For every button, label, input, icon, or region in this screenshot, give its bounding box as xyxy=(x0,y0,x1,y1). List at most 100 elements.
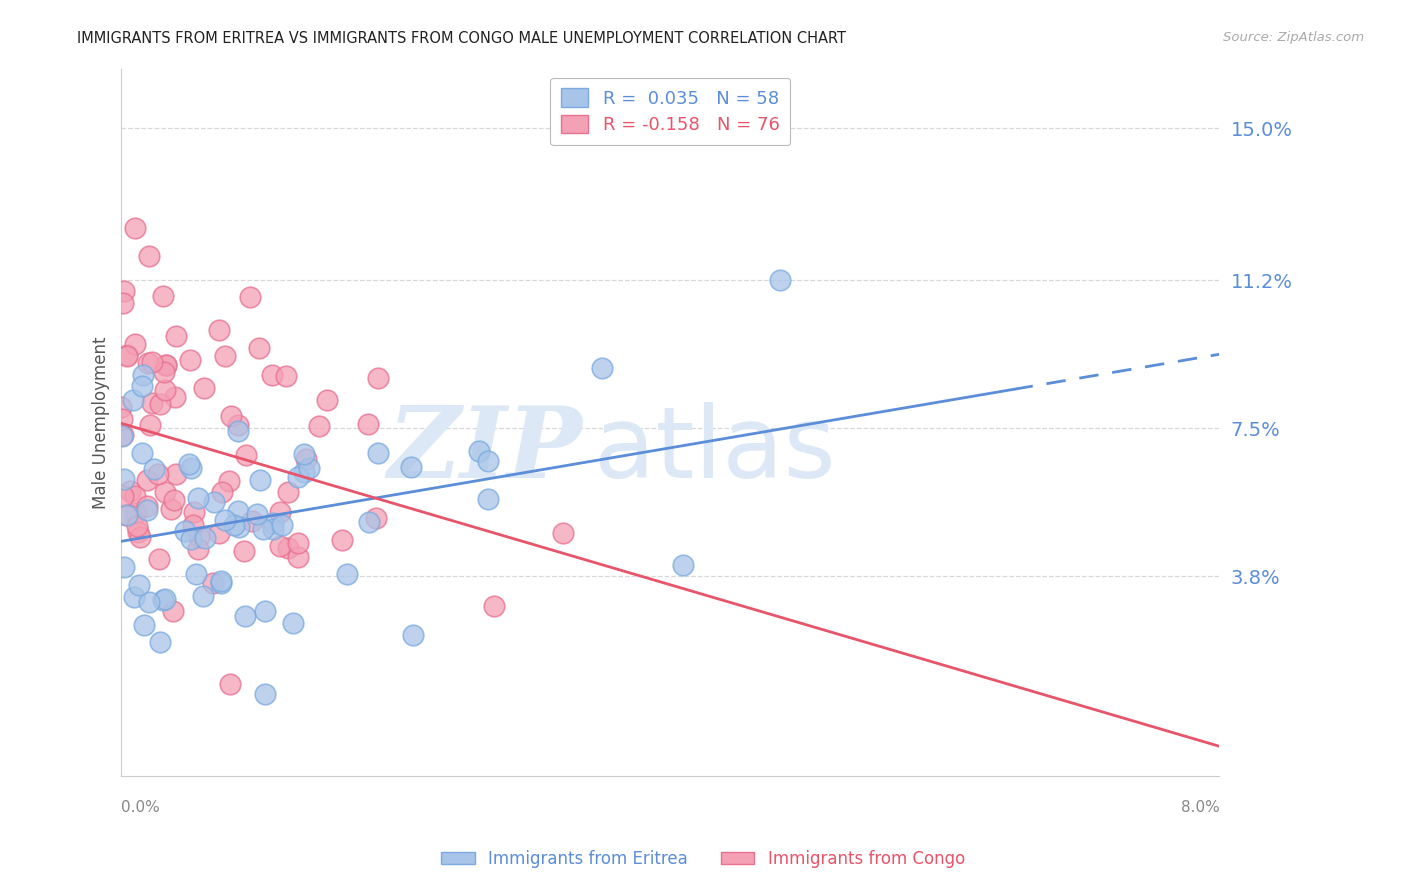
Point xyxy=(260,368,283,382)
Point xyxy=(292,447,315,461)
Point xyxy=(247,342,270,356)
Point xyxy=(131,446,153,460)
Point xyxy=(298,461,321,475)
Point xyxy=(228,418,250,433)
Point xyxy=(194,531,217,545)
Point xyxy=(484,599,506,613)
Point xyxy=(277,541,299,556)
Point xyxy=(112,472,135,486)
Point xyxy=(110,401,132,415)
Point xyxy=(127,524,149,539)
Point xyxy=(162,604,184,618)
Point xyxy=(111,295,134,310)
Point xyxy=(187,542,209,557)
Point xyxy=(115,348,138,362)
Point xyxy=(214,350,236,364)
Point xyxy=(180,532,202,546)
Point xyxy=(292,466,315,480)
Point xyxy=(357,417,380,432)
Point xyxy=(152,365,174,379)
Point xyxy=(125,506,148,520)
Point xyxy=(152,289,174,303)
Point xyxy=(138,595,160,609)
Point xyxy=(367,446,389,460)
Point xyxy=(239,290,262,304)
Point xyxy=(276,369,298,384)
Point xyxy=(252,522,274,536)
Point xyxy=(366,510,388,524)
Point xyxy=(246,508,269,522)
Point xyxy=(262,522,284,536)
Point xyxy=(287,549,309,564)
Point xyxy=(218,677,240,691)
Point xyxy=(180,461,202,475)
Point xyxy=(117,508,139,522)
Point xyxy=(138,356,160,370)
Point xyxy=(287,470,309,484)
Point xyxy=(228,520,250,534)
Point xyxy=(148,551,170,566)
Point xyxy=(399,460,422,475)
Point xyxy=(188,530,211,544)
Point xyxy=(155,383,177,397)
Point xyxy=(187,491,209,506)
Point xyxy=(226,504,249,518)
Point xyxy=(155,358,177,372)
Point xyxy=(146,467,169,481)
Point xyxy=(591,361,613,376)
Legend: Immigrants from Eritrea, Immigrants from Congo: Immigrants from Eritrea, Immigrants from… xyxy=(434,844,972,875)
Point xyxy=(226,425,249,439)
Point xyxy=(269,504,291,518)
Point xyxy=(181,518,204,533)
Point xyxy=(467,443,489,458)
Point xyxy=(141,354,163,368)
Point xyxy=(179,353,201,368)
Point xyxy=(121,392,143,407)
Point xyxy=(184,567,207,582)
Point xyxy=(332,533,354,547)
Point xyxy=(202,575,225,590)
Point xyxy=(183,504,205,518)
Point xyxy=(155,358,177,372)
Point xyxy=(138,250,160,264)
Point xyxy=(249,473,271,487)
Point xyxy=(152,593,174,607)
Text: 8.0%: 8.0% xyxy=(1181,800,1219,815)
Point xyxy=(143,462,166,476)
Point xyxy=(477,453,499,467)
Point xyxy=(162,492,184,507)
Point xyxy=(122,590,145,604)
Text: Source: ZipAtlas.com: Source: ZipAtlas.com xyxy=(1223,31,1364,45)
Point xyxy=(124,336,146,351)
Point xyxy=(118,483,141,498)
Point xyxy=(277,484,299,499)
Point xyxy=(135,503,157,517)
Point xyxy=(128,577,150,591)
Point xyxy=(207,323,229,337)
Point xyxy=(112,560,135,574)
Point xyxy=(477,491,499,506)
Point xyxy=(193,381,215,395)
Point xyxy=(208,525,231,540)
Point xyxy=(769,273,792,287)
Point xyxy=(135,473,157,487)
Point xyxy=(112,428,135,442)
Point xyxy=(117,349,139,363)
Point xyxy=(224,518,246,533)
Point xyxy=(165,329,187,343)
Text: ZIP: ZIP xyxy=(388,402,582,499)
Point xyxy=(254,687,277,701)
Point xyxy=(149,634,172,648)
Text: 0.0%: 0.0% xyxy=(121,800,160,815)
Point xyxy=(283,616,305,631)
Point xyxy=(112,284,135,298)
Point xyxy=(262,516,284,530)
Point xyxy=(218,474,240,488)
Point xyxy=(132,617,155,632)
Point xyxy=(316,393,339,408)
Point xyxy=(149,397,172,411)
Point xyxy=(553,526,575,541)
Point xyxy=(219,409,242,424)
Y-axis label: Male Unemployment: Male Unemployment xyxy=(93,336,110,508)
Point xyxy=(128,530,150,544)
